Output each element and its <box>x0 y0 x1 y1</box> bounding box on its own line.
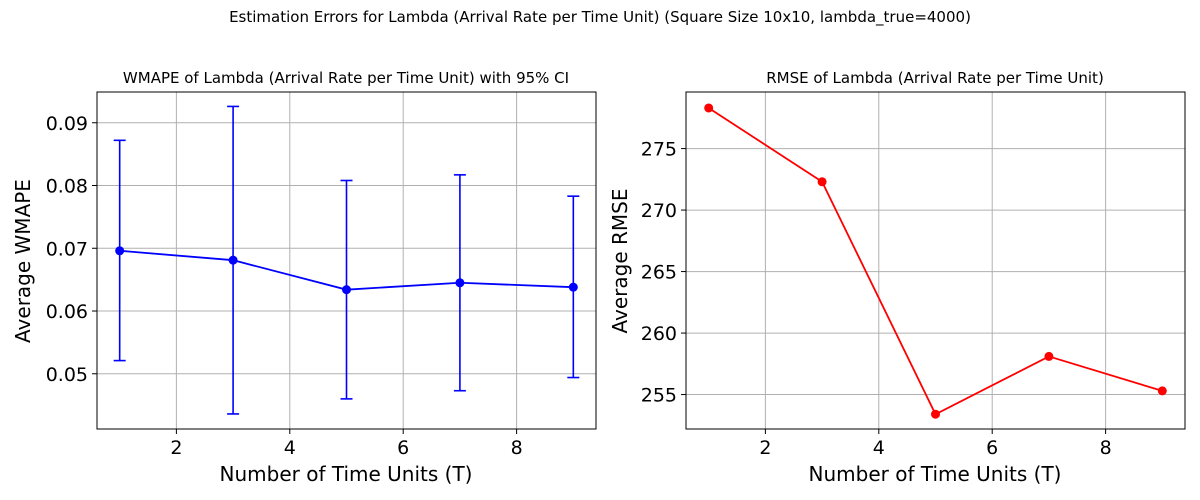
rmse-x-tick-label: 6 <box>986 437 998 459</box>
rmse-data-point <box>704 103 714 113</box>
wmape-x-tick-label: 4 <box>284 437 296 459</box>
wmape-data-point <box>342 285 351 295</box>
wmape-x-tick-label: 6 <box>397 437 409 459</box>
rmse-data-point <box>931 409 940 419</box>
wmape-panel-title: WMAPE of Lambda (Arrival Rate per Time U… <box>123 69 569 87</box>
rmse-x-tick-label: 2 <box>759 437 771 459</box>
rmse-panel-title: RMSE of Lambda (Arrival Rate per Time Un… <box>766 69 1104 87</box>
rmse-x-tick-label: 8 <box>1100 437 1112 459</box>
rmse-axes-frame <box>685 91 1186 430</box>
wmape-x-tick-label: 2 <box>170 437 182 459</box>
wmape-y-axis-label: Average WMAPE <box>11 179 35 343</box>
rmse-x-axis-label: Number of Time Units (T) <box>809 462 1062 486</box>
rmse-y-axis-label: Average RMSE <box>608 189 632 334</box>
wmape-marks <box>113 105 580 415</box>
wmape-panel: WMAPE of Lambda (Arrival Rate per Time U… <box>11 69 597 486</box>
wmape-data-point <box>455 278 465 288</box>
rmse-data-point <box>1157 386 1167 396</box>
rmse-data-point <box>817 177 827 187</box>
wmape-y-tick-label: 0.06 <box>46 301 88 323</box>
wmape-data-point <box>228 255 238 265</box>
rmse-x-tick-label: 4 <box>873 437 885 459</box>
figure-suptitle: Estimation Errors for Lambda (Arrival Ra… <box>229 8 971 27</box>
rmse-data-point <box>1044 351 1054 361</box>
rmse-y-tick-label: 265 <box>641 262 677 284</box>
wmape-axes-frame <box>96 91 597 430</box>
rmse-y-tick-label: 275 <box>641 139 677 161</box>
wmape-y-tick-label: 0.05 <box>46 364 88 386</box>
wmape-ticks: 2 4 6 8 0.05 0.06 0.07 0.08 0.09 <box>46 113 523 459</box>
wmape-y-tick-label: 0.07 <box>46 238 88 260</box>
rmse-series-line <box>708 107 1163 416</box>
rmse-y-tick-label: 255 <box>641 385 677 407</box>
rmse-marks <box>704 103 1167 419</box>
wmape-data-point <box>568 282 578 292</box>
rmse-ticks: 2 4 6 8 255 260 265 270 275 <box>641 139 1112 459</box>
wmape-y-tick-label: 0.09 <box>46 113 88 135</box>
wmape-x-axis-label: Number of Time Units (T) <box>220 462 473 486</box>
wmape-x-tick-label: 8 <box>511 437 523 459</box>
wmape-y-tick-label: 0.08 <box>46 176 88 198</box>
rmse-panel: RMSE of Lambda (Arrival Rate per Time Un… <box>608 69 1186 486</box>
rmse-y-tick-label: 270 <box>641 200 677 222</box>
wmape-data-point <box>115 246 125 256</box>
rmse-y-tick-label: 260 <box>641 323 677 345</box>
